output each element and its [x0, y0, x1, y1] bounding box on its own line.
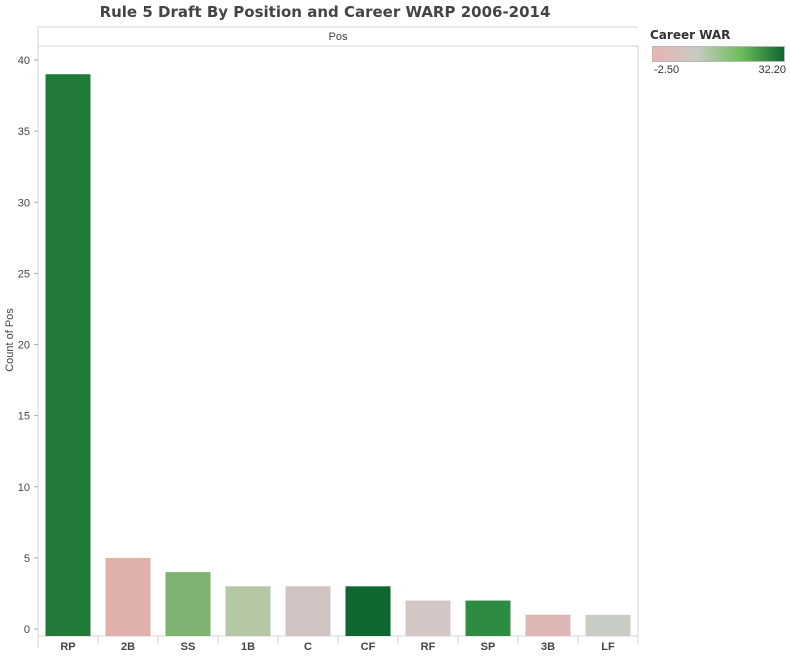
y-tick-label: 5 — [24, 553, 30, 565]
x-tick-label: C — [304, 641, 312, 653]
x-tick-label: CF — [361, 641, 376, 653]
bar-3b[interactable] — [525, 614, 571, 636]
bar-c[interactable] — [285, 586, 331, 636]
legend-color-scale — [652, 46, 785, 62]
plot-frame — [37, 45, 639, 637]
legend-min-label: -2.50 — [654, 64, 680, 76]
x-tick-label: SS — [181, 641, 196, 653]
y-tick-label: 35 — [18, 126, 30, 138]
y-tick-label: 15 — [18, 411, 30, 423]
bar-rp[interactable] — [45, 74, 91, 637]
y-tick-label: 20 — [18, 340, 30, 352]
legend-title: Career WAR — [650, 28, 731, 42]
chart-title: Rule 5 Draft By Position and Career WARP… — [99, 3, 551, 21]
x-tick-label: SP — [481, 641, 496, 653]
x-tick-label: 3B — [541, 641, 555, 653]
x-tick-label: RF — [421, 641, 436, 653]
bar-2b[interactable] — [105, 557, 151, 636]
x-tick-label: RP — [60, 641, 75, 653]
bar-sp[interactable] — [465, 600, 511, 636]
bar-cf[interactable] — [345, 586, 391, 636]
bar-rf[interactable] — [405, 600, 451, 636]
bar-1b[interactable] — [225, 586, 271, 636]
y-axis-label: Count of Pos — [4, 308, 16, 372]
y-tick-label: 25 — [18, 268, 30, 280]
x-tick-label: 2B — [121, 641, 135, 653]
bar-lf[interactable] — [585, 614, 631, 636]
y-tick-label: 0 — [24, 624, 30, 636]
y-tick-label: 10 — [18, 482, 30, 494]
bar-ss[interactable] — [165, 572, 211, 636]
y-tick-label: 30 — [18, 197, 30, 209]
x-tick-label: LF — [601, 641, 615, 653]
legend-max-label: 32.20 — [758, 64, 786, 76]
x-tick-label: 1B — [241, 641, 255, 653]
column-header-label: Pos — [329, 31, 348, 43]
y-tick-label: 40 — [18, 55, 30, 67]
